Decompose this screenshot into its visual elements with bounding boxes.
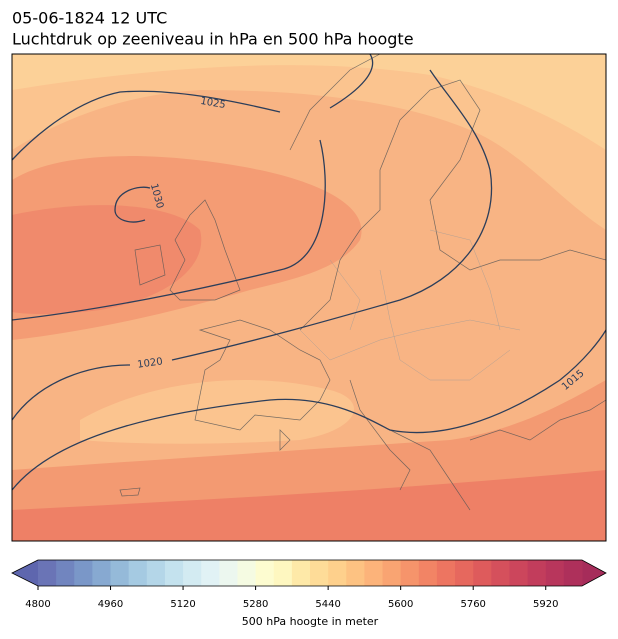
colorbar-swatch (110, 560, 130, 586)
colorbar-swatch (328, 560, 347, 586)
field (12, 54, 606, 230)
colorbar-tick-label: 5600 (388, 599, 413, 610)
colorbar-swatch (291, 560, 311, 586)
colorbar-swatch (473, 560, 492, 586)
colorbar-swatch (128, 560, 148, 586)
colorbar-over (582, 560, 606, 586)
colorbar-swatch (164, 560, 184, 586)
contour-label: 1025 (199, 96, 226, 111)
date-title: 05-06-1824 12 UTC (12, 9, 167, 28)
colorbar-swatch (455, 560, 474, 586)
colorbar-swatch (509, 560, 529, 586)
field (12, 470, 606, 541)
colorbar-swatch (74, 560, 93, 586)
map-title: Luchtdruk op zeeniveau in hPa en 500 hPa… (12, 30, 414, 49)
map-frame (11, 53, 607, 542)
colorbar-swatch (400, 560, 420, 586)
colorbar-swatch (183, 560, 202, 586)
field (80, 380, 354, 444)
map: 1025 1030 1020 1015 (12, 54, 606, 541)
colorbar-label: 500 hPa hoogte in meter (242, 615, 379, 628)
colorbar-swatch (527, 560, 547, 586)
colorbar-swatch (219, 560, 238, 586)
colorbar-frame (11, 559, 607, 587)
colorbar-swatch (436, 560, 456, 586)
colorbar-swatch (563, 560, 583, 586)
colorbar-swatch (364, 560, 384, 586)
colorbar-under (12, 560, 38, 586)
colorbar-swatch (346, 560, 365, 586)
colorbar-swatch (146, 560, 166, 586)
field (12, 205, 202, 315)
colorbar-swatch (310, 560, 329, 586)
colorbar-swatch (418, 560, 438, 586)
colorbar-tick-label: 5920 (533, 599, 558, 610)
colorbar-tick-label: 5440 (315, 599, 340, 610)
colorbar-tick-label: 5120 (170, 599, 195, 610)
colorbar-tick-label: 4800 (25, 599, 50, 610)
colorbar-swatch (382, 560, 402, 586)
colorbar-swatch (255, 560, 275, 586)
colorbar-tick-label: 4960 (98, 599, 123, 610)
colorbar-swatch (545, 560, 565, 586)
colorbar-swatch (92, 560, 112, 586)
colorbar-swatch (56, 560, 75, 586)
colorbar-swatch (38, 560, 57, 586)
colorbar-swatch (237, 560, 257, 586)
contour-label: 1020 (137, 356, 164, 370)
colorbar-tick-label: 5280 (243, 599, 268, 610)
colorbar-swatch (201, 560, 220, 586)
field (12, 54, 606, 150)
colorbar-swatch (491, 560, 510, 586)
colorbar-tick-label: 5760 (460, 599, 485, 610)
colorbar-swatch (273, 560, 293, 586)
